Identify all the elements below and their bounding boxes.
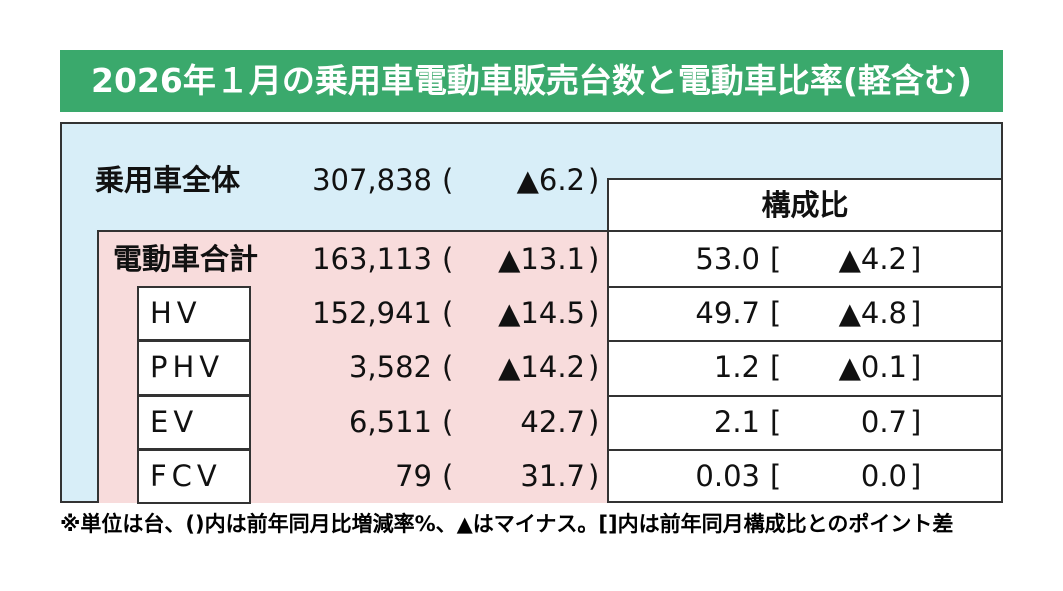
units: 6,511 bbox=[348, 404, 432, 439]
row-divider bbox=[607, 394, 1003, 397]
share: 53.0 bbox=[695, 242, 760, 276]
paren-close: ) bbox=[588, 404, 600, 439]
note: ※単位は台、()内は前年同月比増減率%、▲はマイナス。[]内は前年同月構成比との… bbox=[60, 512, 954, 536]
row-divider bbox=[607, 340, 1003, 343]
bracket-close: ] bbox=[910, 350, 922, 385]
bracket-open: [ bbox=[770, 458, 782, 493]
bracket-close: ] bbox=[910, 242, 922, 276]
bracket-open: [ bbox=[770, 404, 782, 439]
paren-close: ) bbox=[588, 458, 600, 493]
share-change: 0.7 bbox=[860, 404, 907, 439]
row-divider bbox=[607, 286, 1003, 289]
change: 42.7 bbox=[520, 404, 585, 439]
total-label: 乗用車全体 bbox=[95, 163, 241, 197]
row-label: PHV bbox=[150, 350, 225, 385]
label-cell bbox=[137, 340, 251, 396]
share-change: ▲4.8 bbox=[838, 296, 907, 331]
share: 49.7 bbox=[695, 296, 760, 331]
bracket-open: [ bbox=[770, 350, 782, 385]
label-cell bbox=[137, 448, 251, 504]
share: 1.2 bbox=[713, 350, 760, 385]
paren-open: ( bbox=[442, 296, 454, 331]
paren-close: ) bbox=[588, 242, 600, 276]
paren-open: ( bbox=[442, 242, 454, 276]
share: 2.1 bbox=[713, 404, 760, 439]
paren-close: ) bbox=[588, 350, 600, 385]
bracket-open: [ bbox=[770, 296, 782, 331]
paren-close: ) bbox=[588, 163, 600, 197]
row-label: EV bbox=[150, 404, 199, 439]
paren-open: ( bbox=[442, 350, 454, 385]
units: 79 bbox=[395, 458, 432, 493]
change: 31.7 bbox=[520, 458, 585, 493]
title: 2026年１月の乗用車電動車販売台数と電動車比率(軽含む) bbox=[90, 61, 972, 100]
share-header: 構成比 bbox=[761, 188, 849, 222]
label-cell bbox=[137, 286, 251, 342]
change: ▲13.1 bbox=[498, 242, 585, 276]
paren-open: ( bbox=[442, 404, 454, 439]
change: ▲14.5 bbox=[498, 296, 585, 331]
share-change: ▲0.1 bbox=[838, 350, 907, 385]
change: ▲6.2 bbox=[516, 163, 585, 197]
change: ▲14.2 bbox=[498, 350, 585, 385]
paren-open: ( bbox=[442, 458, 454, 493]
label-cell bbox=[137, 394, 251, 450]
share-header-cell bbox=[607, 178, 1003, 232]
row-label: HV bbox=[150, 296, 202, 331]
share: 0.03 bbox=[695, 458, 760, 493]
bracket-close: ] bbox=[910, 296, 922, 331]
share-change: ▲4.2 bbox=[838, 242, 907, 276]
bracket-open: [ bbox=[770, 242, 782, 276]
bracket-close: ] bbox=[910, 458, 922, 493]
paren-close: ) bbox=[588, 296, 600, 331]
units: 3,582 bbox=[348, 350, 432, 385]
title-bar bbox=[60, 50, 1003, 112]
bracket-close: ] bbox=[910, 404, 922, 439]
units: 152,941 bbox=[312, 296, 432, 331]
paren-open: ( bbox=[442, 163, 454, 197]
row-label: 電動車合計 bbox=[113, 242, 259, 276]
row-divider bbox=[607, 448, 1003, 451]
row-label: FCV bbox=[150, 458, 222, 493]
share-change: 0.0 bbox=[860, 458, 907, 493]
units: 307,838 bbox=[312, 163, 432, 197]
units: 163,113 bbox=[312, 242, 432, 276]
